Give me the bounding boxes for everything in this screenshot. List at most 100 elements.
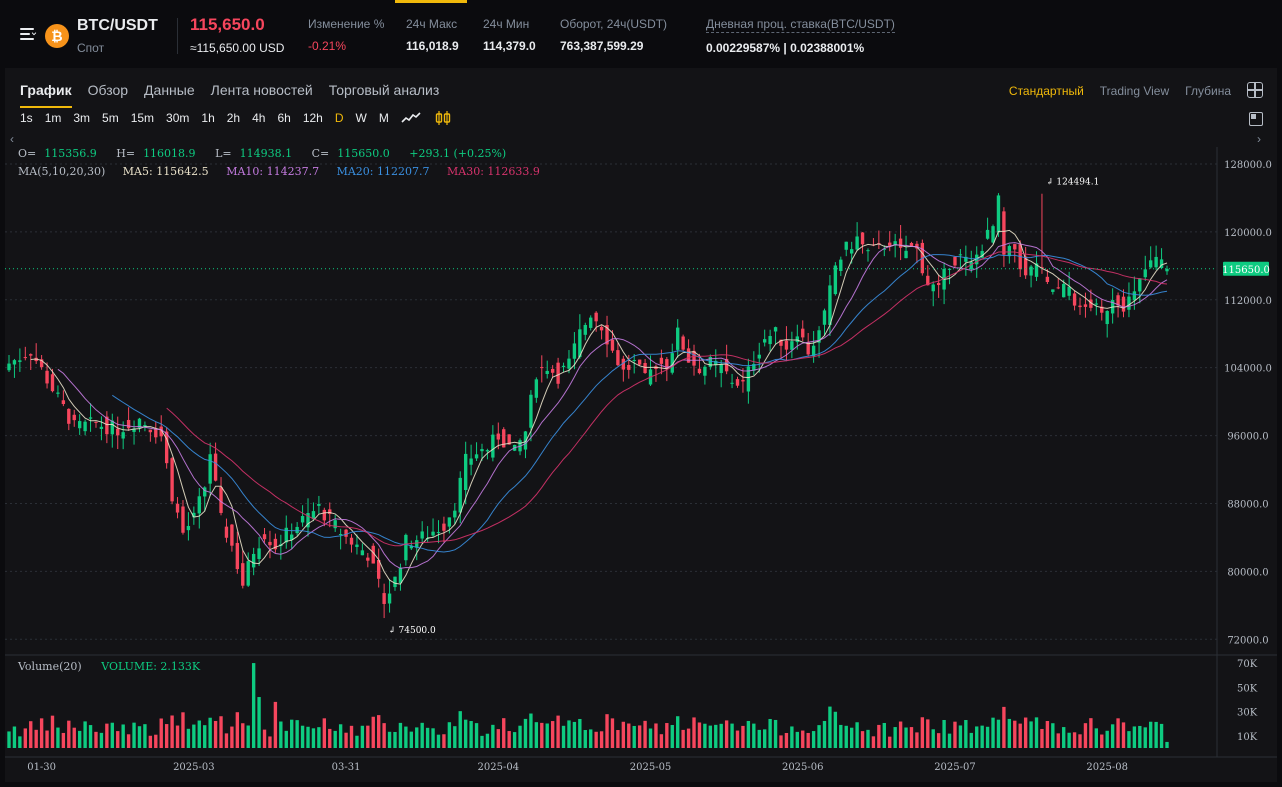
candle-body (1089, 299, 1093, 308)
interval-d[interactable]: D (334, 111, 344, 125)
candlestick-chart[interactable]: 128000.0 120000.0 112000.0 104000.0 96000.0 8… (5, 147, 1277, 772)
interval-1m[interactable]: 1m (44, 111, 62, 125)
tab-overview[interactable]: Обзор (87, 82, 129, 98)
volume-bar (806, 732, 810, 748)
volume-bar (578, 718, 582, 748)
view-standard[interactable]: Стандартный (1008, 84, 1084, 98)
candle-body (45, 370, 49, 384)
candle-body (882, 248, 886, 250)
pair-name[interactable]: BTC/USDT (77, 17, 158, 34)
volume-bar (458, 711, 462, 748)
candle-body (317, 503, 321, 506)
ohlc-close-label: C= (311, 147, 330, 160)
candle-body (833, 265, 838, 295)
volume-bar (556, 715, 560, 748)
volume-bar (828, 706, 832, 748)
interval-4h[interactable]: 4h (252, 111, 266, 125)
candle-body (273, 538, 278, 550)
volume-bar (583, 730, 587, 748)
scroll-right-icon[interactable]: › (1257, 132, 1261, 146)
volume-bar (67, 720, 71, 748)
low-value: 114,379.0 (483, 39, 536, 53)
volume-bar (1023, 717, 1028, 748)
layout-grid-icon[interactable] (1247, 82, 1263, 98)
volume-bar (975, 726, 979, 748)
candle-body (170, 458, 174, 502)
tab-data[interactable]: Данные (144, 82, 195, 98)
candle-body (681, 336, 685, 350)
candle-body (1094, 303, 1099, 305)
view-depth[interactable]: Глубина (1185, 84, 1231, 98)
volume-bar (567, 720, 571, 748)
menu-icon[interactable] (20, 26, 38, 42)
candle-body (338, 534, 343, 536)
volume-bar (431, 728, 435, 748)
candlestick-icon[interactable] (433, 111, 453, 125)
volume-bar (262, 729, 267, 748)
divider (177, 18, 178, 54)
candle-body (159, 426, 163, 437)
candle-body (7, 363, 11, 371)
rate-label[interactable]: Дневная проц. ставка(BTC/USDT) (706, 17, 895, 33)
candle-body (523, 431, 528, 450)
chart-area[interactable]: 128000.0 120000.0 112000.0 104000.0 96000.0 8… (5, 147, 1277, 772)
line-chart-icon[interactable] (401, 111, 421, 125)
volume-bar (953, 721, 957, 748)
y-tick-label: 120000.0 (1224, 228, 1272, 239)
volume-bar (1067, 732, 1071, 748)
interval-w[interactable]: W (355, 111, 367, 125)
volume-bar (83, 721, 87, 748)
volume-bar (344, 732, 348, 748)
volume-bar (436, 734, 441, 748)
candle-body (594, 312, 598, 322)
volume-bar (322, 718, 327, 748)
y-tick-label: 80000.0 (1227, 567, 1268, 578)
volume-bar (681, 729, 685, 748)
candle-body (398, 567, 403, 584)
interval-1s[interactable]: 1s (20, 111, 33, 125)
interval-1h[interactable]: 1h (201, 111, 215, 125)
y-tick-label: 88000.0 (1227, 499, 1268, 510)
candle-body (50, 374, 55, 392)
volume-bar (463, 719, 468, 748)
candle-body (72, 414, 76, 421)
volume-bar (714, 724, 718, 748)
candle-body (328, 509, 332, 514)
view-tradingview[interactable]: Trading View (1099, 84, 1170, 98)
volume-bar (338, 724, 343, 748)
candle-body (790, 341, 794, 350)
volume-bar (132, 722, 136, 748)
candle-body (996, 195, 1001, 233)
high-value: 116,018.9 (406, 39, 459, 53)
interval-12h[interactable]: 12h (302, 111, 323, 125)
y-tick-label: 72000.0 (1227, 635, 1268, 646)
interval-2h[interactable]: 2h (226, 111, 241, 125)
volume-bar (18, 736, 22, 748)
candle-body (697, 368, 702, 374)
fullscreen-icon[interactable] (1249, 112, 1263, 126)
tab-chart[interactable]: График (20, 82, 72, 108)
interval-15m[interactable]: 15m (130, 111, 155, 125)
volume-bar (186, 728, 191, 748)
interval-m[interactable]: M (378, 111, 389, 125)
tab-news[interactable]: Лента новостей (210, 82, 313, 98)
volume-bar (170, 715, 174, 748)
interval-5m[interactable]: 5m (102, 111, 119, 125)
candle-body (556, 362, 560, 384)
ma-title: MA(5,10,20,30) (18, 165, 106, 178)
candle-body (964, 256, 968, 262)
candle-body (442, 523, 446, 531)
rate-stat[interactable]: Дневная проц. ставка(BTC/USDT) 0.0022958… (706, 17, 895, 55)
interval-30m[interactable]: 30m (166, 111, 190, 125)
interval-3m[interactable]: 3m (73, 111, 91, 125)
interval-6h[interactable]: 6h (277, 111, 291, 125)
tab-trading-analysis[interactable]: Торговый анализ (328, 82, 440, 98)
volume-bar (540, 722, 544, 748)
volume-bar (241, 723, 245, 748)
x-tick-label: 03-31 (332, 762, 361, 772)
volume-bar (888, 736, 892, 748)
extreme-annotation: ↲ 74500.0 (388, 626, 436, 636)
scroll-left-icon[interactable]: ‹ (10, 132, 14, 146)
volume-bar (409, 731, 413, 748)
volume-bar (866, 729, 870, 748)
